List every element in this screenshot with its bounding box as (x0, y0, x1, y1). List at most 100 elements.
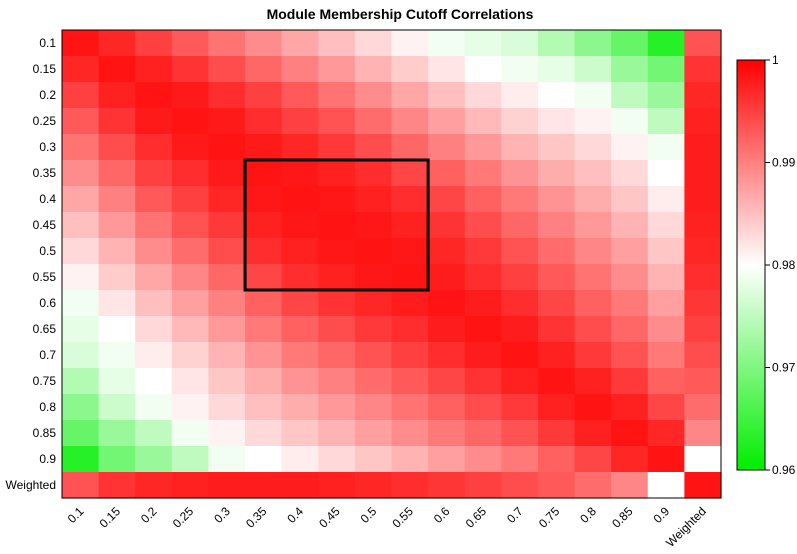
heatmap-cell (537, 82, 576, 109)
heatmap-cell (171, 368, 210, 395)
heatmap-cell (62, 368, 100, 395)
heatmap-cell (62, 472, 100, 499)
heatmap-cell (354, 472, 393, 499)
column-label: 0.5 (358, 504, 380, 526)
heatmap-cell (647, 472, 685, 499)
heatmap-cell (391, 108, 429, 135)
heatmap-cell (647, 160, 685, 187)
heatmap-cell (501, 186, 539, 213)
heatmap-cell (171, 82, 210, 109)
row-label: 0.4 (39, 192, 56, 206)
heatmap-cell (171, 212, 210, 239)
heatmap-cell (98, 368, 136, 395)
heatmap-cell (98, 472, 136, 499)
heatmap-cell (464, 264, 502, 291)
heatmap-cell (62, 108, 100, 135)
heatmap-cell (62, 446, 100, 473)
heatmap-cell (464, 160, 502, 187)
heatmap-cell (318, 108, 356, 135)
heatmap-cell (428, 342, 466, 369)
column-label: 0.4 (284, 504, 306, 526)
heatmap-cell (281, 368, 319, 395)
heatmap-cell (318, 290, 356, 317)
heatmap-cell (574, 108, 612, 135)
heatmap-cell (647, 238, 685, 265)
heatmap-cell (684, 160, 722, 187)
colorbar-tick-label: 0.96 (772, 463, 796, 477)
heatmap-cell (501, 394, 539, 421)
heatmap-cell (391, 238, 429, 265)
column-label: 0.7 (504, 504, 526, 526)
heatmap-cell (611, 186, 649, 213)
heatmap-cell (611, 160, 649, 187)
heatmap-cell (574, 316, 612, 343)
heatmap-cell (208, 472, 246, 499)
heatmap-cell (501, 316, 539, 343)
heatmap-cell (281, 82, 319, 109)
heatmap-cell (428, 316, 466, 343)
heatmap-cell (281, 264, 319, 291)
heatmap-cell (391, 342, 429, 369)
heatmap-cell (135, 108, 173, 135)
heatmap-cell (537, 134, 576, 161)
heatmap-cell (281, 134, 319, 161)
heatmap-cell (537, 420, 576, 447)
row-label: 0.3 (39, 140, 56, 154)
heatmap-cell (428, 264, 466, 291)
heatmap-cell (135, 30, 173, 57)
heatmap-cell (318, 342, 356, 369)
heatmap-cell (611, 316, 649, 343)
heatmap-cell (464, 394, 502, 421)
heatmap-cell (464, 82, 502, 109)
heatmap-cell (684, 420, 722, 447)
heatmap-cell (62, 238, 100, 265)
heatmap-cell (135, 82, 173, 109)
heatmap-cell (464, 342, 502, 369)
heatmap-cell (281, 56, 319, 83)
heatmap-cell (318, 394, 356, 421)
heatmap-cell (318, 316, 356, 343)
heatmap-cell (684, 446, 722, 473)
heatmap-cell (318, 82, 356, 109)
column-label: 0.85 (609, 504, 636, 531)
heatmap-cell (391, 290, 429, 317)
row-label: 0.85 (33, 426, 57, 440)
heatmap-cell (62, 82, 100, 109)
heatmap-cell (281, 316, 319, 343)
heatmap-cell (684, 186, 722, 213)
heatmap-cell (208, 394, 246, 421)
row-label: 0.5 (39, 244, 56, 258)
heatmap-cell (208, 290, 246, 317)
heatmap-cell (391, 134, 429, 161)
heatmap-cell (318, 30, 356, 57)
heatmap-cell (354, 394, 393, 421)
heatmap-cell (574, 56, 612, 83)
heatmap-cell (537, 186, 576, 213)
column-label: 0.45 (316, 504, 343, 531)
heatmap-cell (354, 342, 393, 369)
heatmap-cell (62, 56, 100, 83)
heatmap-cell (391, 316, 429, 343)
heatmap-cell (537, 446, 576, 473)
heatmap-cell (171, 472, 210, 499)
heatmap-cell (318, 186, 356, 213)
heatmap-cell (62, 212, 100, 239)
heatmap-cell (464, 30, 502, 57)
heatmap-cell (171, 108, 210, 135)
heatmap-cell (464, 316, 502, 343)
heatmap-cell (318, 56, 356, 83)
heatmap-cell (501, 420, 539, 447)
heatmap-cell (464, 420, 502, 447)
heatmap-cell (208, 342, 246, 369)
heatmap-cell (281, 160, 319, 187)
heatmap-cell (208, 264, 246, 291)
heatmap-cell (318, 472, 356, 499)
column-label: Weighted (663, 504, 709, 550)
heatmap-cell (208, 420, 246, 447)
heatmap-cell (354, 56, 393, 83)
heatmap-cell (428, 108, 466, 135)
heatmap-cell (428, 446, 466, 473)
heatmap-cell (391, 82, 429, 109)
heatmap-cell (464, 290, 502, 317)
heatmap-cell (245, 316, 283, 343)
